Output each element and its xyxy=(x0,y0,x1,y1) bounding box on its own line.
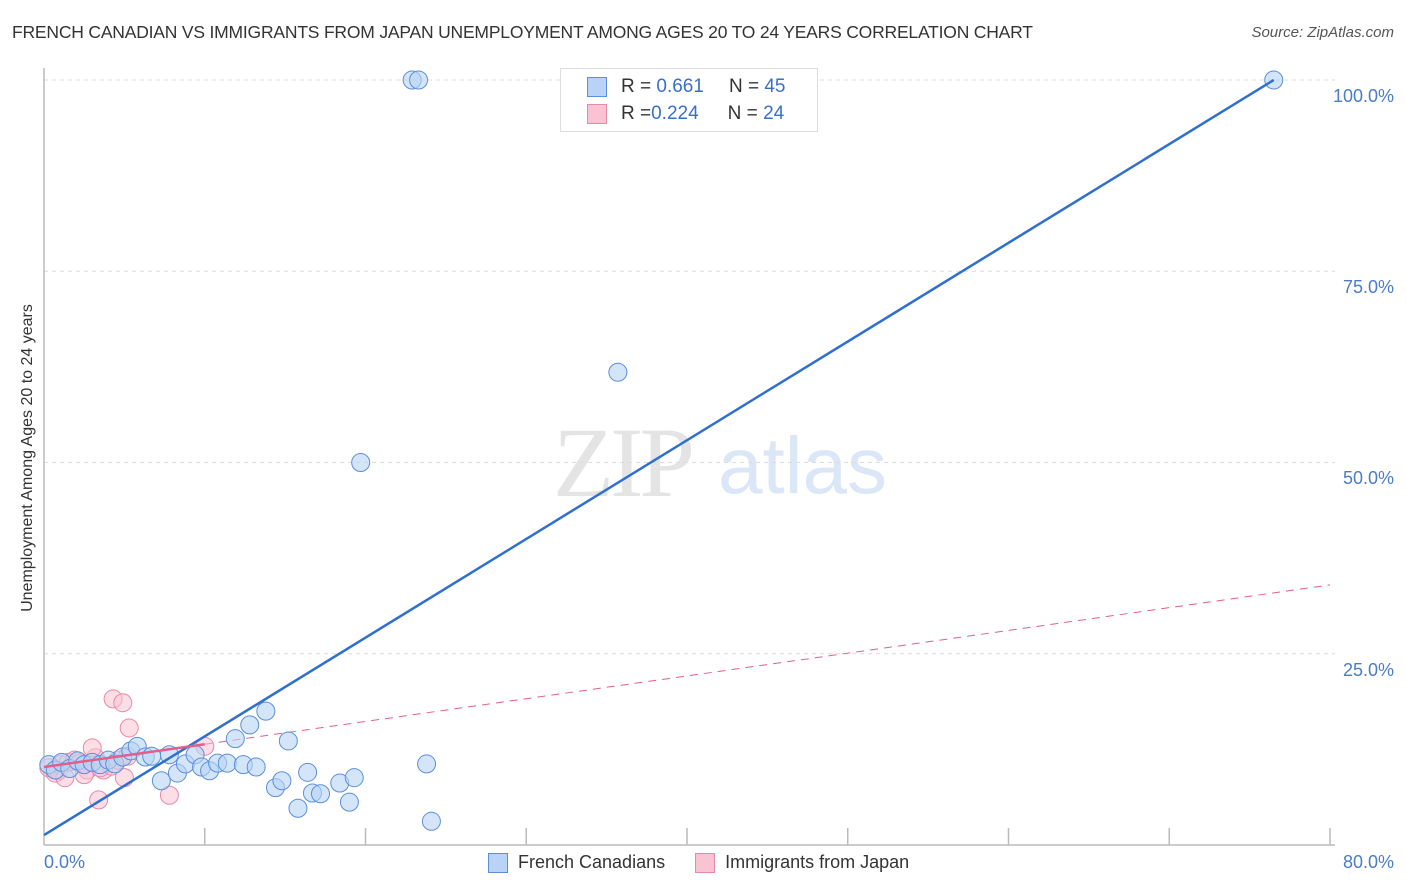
blue-data-point[interactable] xyxy=(351,453,371,472)
r-value: 0.224 xyxy=(651,103,699,124)
pink-trend-dashed xyxy=(204,584,1331,745)
r-label: R = xyxy=(621,76,652,97)
blue-data-point[interactable] xyxy=(417,754,437,774)
pink-swatch-icon xyxy=(695,852,716,873)
blue-data-point[interactable] xyxy=(339,792,359,812)
blue-data-point[interactable] xyxy=(298,762,318,782)
blue-data-point[interactable] xyxy=(151,771,171,791)
blue-data-point[interactable] xyxy=(225,729,245,749)
n-value: 24 xyxy=(763,103,785,124)
blue-data-point[interactable] xyxy=(608,362,628,382)
pink-trend-solid xyxy=(43,742,205,769)
pink-data-point[interactable] xyxy=(119,718,139,738)
source-label: Source: ZipAtlas.com xyxy=(1251,24,1394,41)
blue-data-point[interactable] xyxy=(278,731,298,751)
blue-data-point[interactable] xyxy=(310,784,330,804)
stats-legend: R = 0.661 N = 45 R = 0.224 N = 24 xyxy=(560,68,818,132)
blue-swatch-icon xyxy=(488,852,508,873)
blue-data-point[interactable] xyxy=(256,701,276,721)
blue-data-point[interactable] xyxy=(240,715,260,735)
stats-row-immigrants-japan: R = 0.224 N = 24 xyxy=(587,102,784,126)
n-label: N = xyxy=(728,76,760,97)
y-tick-25: 25.0% xyxy=(1342,660,1394,680)
pink-data-point[interactable] xyxy=(159,785,179,805)
blue-data-point[interactable] xyxy=(409,70,429,90)
blue-data-point[interactable] xyxy=(421,811,441,831)
blue-swatch-icon xyxy=(587,77,607,97)
legend-label: Immigrants from Japan xyxy=(725,852,910,872)
series-legend: French Canadians Immigrants from Japan xyxy=(488,852,939,873)
y-axis-label: Unemployment Among Ages 20 to 24 years xyxy=(19,304,36,612)
blue-data-point[interactable] xyxy=(272,771,292,791)
pink-data-point[interactable] xyxy=(113,693,133,713)
blue-data-point[interactable] xyxy=(217,753,237,773)
chart-title: FRENCH CANADIAN VS IMMIGRANTS FROM JAPAN… xyxy=(12,22,1033,42)
legend-label: French Canadians xyxy=(518,852,666,872)
y-tick-100: 100.0% xyxy=(1332,86,1394,106)
n-value: 45 xyxy=(764,76,786,97)
legend-item-french-canadians[interactable]: French Canadians xyxy=(488,852,665,873)
watermark-atlas: atlas xyxy=(718,421,887,510)
r-label: R = xyxy=(621,103,652,124)
legend-item-immigrants-japan[interactable]: Immigrants from Japan xyxy=(695,852,909,873)
y-tick-75: 75.0% xyxy=(1342,277,1394,297)
stats-row-french-canadians: R = 0.661 N = 45 xyxy=(587,75,785,99)
y-tick-50: 50.0% xyxy=(1342,468,1394,488)
blue-data-point[interactable] xyxy=(246,757,266,777)
x-tick-80: 80.0% xyxy=(1342,852,1394,872)
blue-trend-line xyxy=(43,78,1275,837)
blue-data-point[interactable] xyxy=(344,768,364,788)
r-value: 0.661 xyxy=(656,76,704,97)
pink-swatch-icon xyxy=(587,104,607,124)
blue-data-point[interactable] xyxy=(288,798,308,818)
x-tick-0: 0.0% xyxy=(44,852,86,872)
n-label: N = xyxy=(727,103,758,124)
